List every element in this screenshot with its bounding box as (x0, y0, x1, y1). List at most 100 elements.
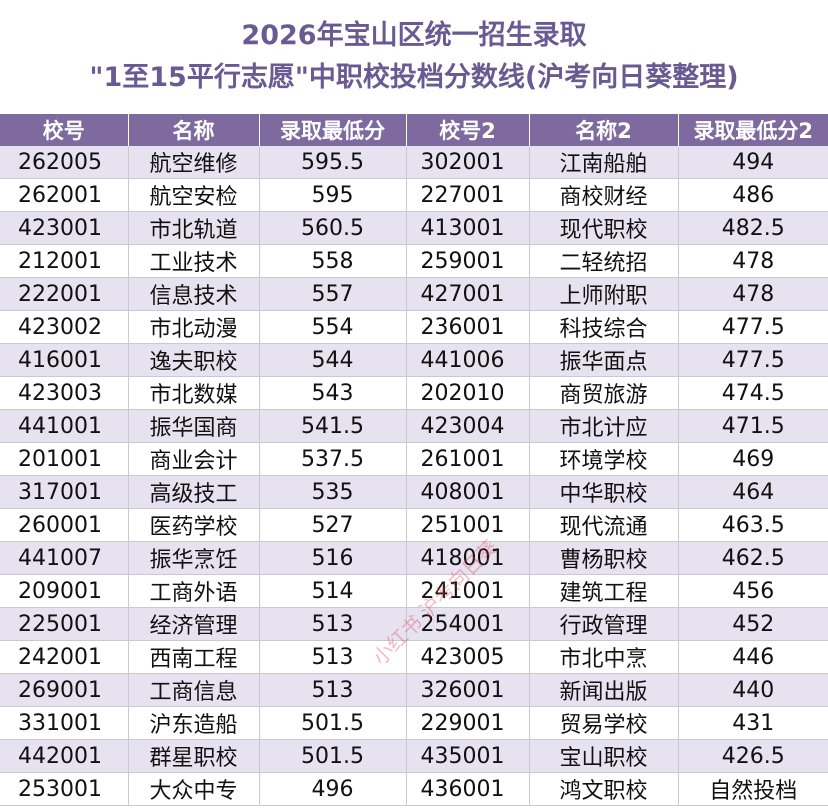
cell-school-name-2: 上师附职 (529, 277, 679, 311)
cell-min-score-2: 463.5 (678, 508, 828, 542)
table-row: 201001 商业会计 537.5 261001 环境学校 469 (0, 442, 828, 476)
cell-school-name-2: 新闻出版 (529, 673, 679, 707)
table-row: 260001 医药学校 527 251001 现代流通 463.5 (0, 508, 828, 542)
table-row: 317001 高级技工 535 408001 中华职校 464 (0, 475, 828, 509)
table-row: 423002 市北动漫 554 236001 科技综合 477.5 (0, 310, 828, 344)
cell-min-score: 541.5 (259, 409, 407, 443)
cell-min-score: 544 (259, 343, 407, 377)
cell-school-name-2: 中华职校 (529, 475, 679, 509)
cell-min-score-2: 471.5 (678, 409, 828, 443)
cell-school-code: 442001 (0, 739, 129, 773)
cell-min-score-2: 440 (678, 673, 828, 707)
cell-min-score: 595 (259, 178, 407, 212)
cell-school-name-2: 商贸旅游 (529, 376, 679, 410)
table-body: 262005 航空维修 595.5 302001 江南船舶 494 262001 航空安检 59… (0, 146, 828, 806)
cell-school-code-2: 441006 (406, 343, 530, 377)
cell-min-score: 595.5 (259, 146, 407, 179)
cell-min-score: 514 (259, 574, 407, 608)
cell-school-code-2: 236001 (406, 310, 530, 344)
cell-school-code: 262005 (0, 146, 129, 179)
cell-school-name: 商业会计 (128, 442, 260, 476)
cell-school-code-2: 427001 (406, 277, 530, 311)
header-school-name-2: 名称2 (529, 114, 679, 146)
table-row: 423003 市北数媒 543 202010 商贸旅游 474.5 (0, 376, 828, 410)
cell-min-score-2: 自然投档 (678, 772, 828, 806)
cell-school-name-2: 科技综合 (529, 310, 679, 344)
cell-min-score: 535 (259, 475, 407, 509)
table-row: 442001 群星职校 501.5 435001 宝山职校 426.5 (0, 739, 828, 773)
header-school-code-2: 校号2 (406, 114, 530, 146)
cell-min-score-2: 452 (678, 607, 828, 641)
cell-school-name: 振华烹饪 (128, 541, 260, 575)
cell-min-score-2: 478 (678, 244, 828, 278)
cell-school-name-2: 江南船舶 (529, 146, 679, 179)
table-row: 423001 市北轨道 560.5 413001 现代职校 482.5 (0, 211, 828, 245)
cell-school-code-2: 251001 (406, 508, 530, 542)
cell-school-name-2: 环境学校 (529, 442, 679, 476)
title-line-1: 2026年宝山区统一招生录取 (241, 20, 587, 51)
cell-school-name: 信息技术 (128, 277, 260, 311)
cell-school-name: 市北数媒 (128, 376, 260, 410)
cell-school-code: 262001 (0, 178, 129, 212)
cell-school-code-2: 202010 (406, 376, 530, 410)
cell-school-code-2: 229001 (406, 706, 530, 740)
cell-school-name-2: 二轻统招 (529, 244, 679, 278)
cell-school-name: 工业技术 (128, 244, 260, 278)
cell-school-name: 工商外语 (128, 574, 260, 608)
cell-school-name: 振华国商 (128, 409, 260, 443)
cell-school-code-2: 254001 (406, 607, 530, 641)
cell-school-code: 416001 (0, 343, 129, 377)
header-row: 校号 名称 录取最低分 校号2 名称2 录取最低分2 (0, 114, 828, 146)
table-row: 212001 工业技术 558 259001 二轻统招 478 (0, 244, 828, 278)
cell-school-code-2: 418001 (406, 541, 530, 575)
title-line-2: "1至15平行志愿"中职校投档分数线(沪考向日葵整理) (89, 62, 739, 93)
cell-school-code: 423001 (0, 211, 129, 245)
cell-min-score: 557 (259, 277, 407, 311)
cell-school-code-2: 241001 (406, 574, 530, 608)
cell-school-code: 317001 (0, 475, 129, 509)
cell-school-code: 260001 (0, 508, 129, 542)
cell-min-score: 513 (259, 640, 407, 674)
cell-school-code-2: 408001 (406, 475, 530, 509)
cell-min-score: 558 (259, 244, 407, 278)
cell-school-name-2: 市北计应 (529, 409, 679, 443)
cell-school-name-2: 建筑工程 (529, 574, 679, 608)
table-row: 331001 沪东造船 501.5 229001 贸易学校 431 (0, 706, 828, 740)
page-title: 2026年宝山区统一招生录取 "1至15平行志愿"中职校投档分数线(沪考向日葵整… (0, 0, 828, 114)
cell-school-name: 群星职校 (128, 739, 260, 773)
cell-school-code-2: 326001 (406, 673, 530, 707)
cell-min-score-2: 464 (678, 475, 828, 509)
cell-min-score-2: 482.5 (678, 211, 828, 245)
cell-min-score: 560.5 (259, 211, 407, 245)
cell-min-score: 501.5 (259, 706, 407, 740)
cell-school-code: 222001 (0, 277, 129, 311)
cell-school-code: 225001 (0, 607, 129, 641)
cell-school-code: 242001 (0, 640, 129, 674)
cell-school-code: 201001 (0, 442, 129, 476)
cell-min-score-2: 494 (678, 146, 828, 179)
cell-school-name-2: 鸿文职校 (529, 772, 679, 806)
cell-min-score-2: 469 (678, 442, 828, 476)
cell-school-name-2: 振华面点 (529, 343, 679, 377)
cell-min-score-2: 478 (678, 277, 828, 311)
table-row: 253001 大众中专 496 436001 鸿文职校 自然投档 (0, 772, 828, 806)
table-row: 222001 信息技术 557 427001 上师附职 478 (0, 277, 828, 311)
cell-school-code: 423003 (0, 376, 129, 410)
cell-min-score: 554 (259, 310, 407, 344)
cell-school-name: 工商信息 (128, 673, 260, 707)
cell-school-code-2: 423004 (406, 409, 530, 443)
table-row: 262005 航空维修 595.5 302001 江南船舶 494 (0, 146, 828, 179)
score-table: 校号 名称 录取最低分 校号2 名称2 录取最低分2 262005 航空维修 595… (0, 114, 828, 806)
cell-school-code: 441007 (0, 541, 129, 575)
cell-school-name-2: 商校财经 (529, 178, 679, 212)
cell-min-score-2: 486 (678, 178, 828, 212)
cell-min-score-2: 456 (678, 574, 828, 608)
cell-school-name: 大众中专 (128, 772, 260, 806)
cell-min-score-2: 462.5 (678, 541, 828, 575)
table-row: 262001 航空安检 595 227001 商校财经 486 (0, 178, 828, 212)
cell-school-code-2: 435001 (406, 739, 530, 773)
cell-min-score-2: 446 (678, 640, 828, 674)
cell-school-name: 航空安检 (128, 178, 260, 212)
cell-min-score-2: 477.5 (678, 343, 828, 377)
table-row: 209001 工商外语 514 241001 建筑工程 456 (0, 574, 828, 608)
